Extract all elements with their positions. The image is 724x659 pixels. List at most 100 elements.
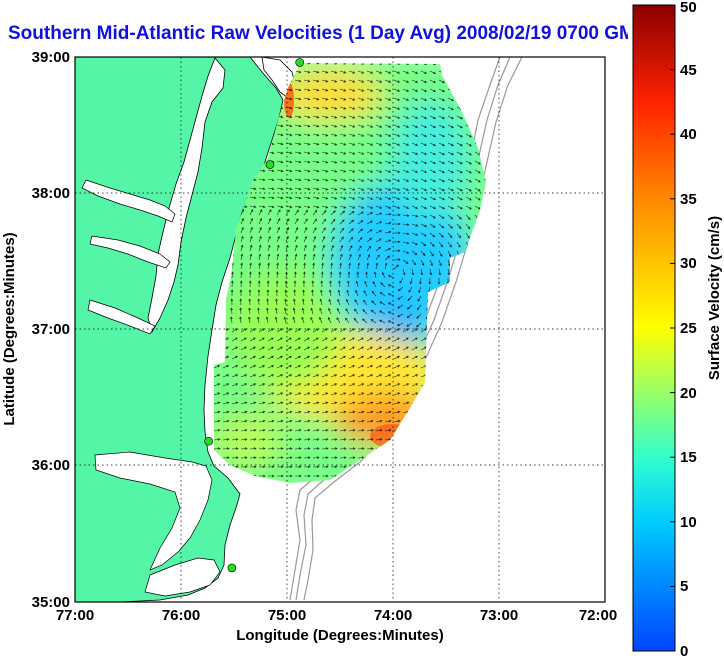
velocity-arrow xyxy=(339,219,345,225)
velocity-arrow xyxy=(366,151,374,155)
velocity-arrow xyxy=(339,429,347,432)
velocity-arrow xyxy=(438,97,445,102)
velocity-arrow xyxy=(321,160,329,164)
velocity-arrow xyxy=(338,271,342,279)
velocity-arrow xyxy=(276,151,284,155)
velocity-arrow xyxy=(384,346,391,351)
velocity-arrow xyxy=(276,392,284,396)
velocity-arrow xyxy=(330,196,338,200)
velocity-arrow xyxy=(370,319,377,324)
velocity-arrow xyxy=(267,429,275,432)
velocity-arrow xyxy=(406,313,413,318)
velocity-arrow xyxy=(346,289,350,297)
velocity-arrow xyxy=(330,187,338,191)
velocity-arrow xyxy=(354,299,359,306)
velocity-arrow xyxy=(409,277,413,285)
velocity-arrow xyxy=(276,365,284,369)
velocity-arrow xyxy=(393,205,401,209)
velocity-arrow xyxy=(312,253,316,261)
velocity-arrow xyxy=(222,401,230,405)
velocity-arrow xyxy=(357,337,364,342)
velocity-arrow xyxy=(294,447,302,450)
velocity-arrow xyxy=(303,355,310,360)
velocity-arrow xyxy=(301,316,305,324)
pamlico-sound xyxy=(144,557,221,597)
velocity-arrow xyxy=(393,365,401,369)
velocity-arrow xyxy=(276,465,284,469)
velocity-arrow xyxy=(321,429,329,432)
velocity-arrow xyxy=(267,438,275,441)
velocity-arrow xyxy=(456,124,463,129)
velocity-arrow xyxy=(303,142,311,146)
velocity-arrow xyxy=(231,456,239,460)
velocity-arrow xyxy=(293,289,297,297)
velocity-arrow xyxy=(240,374,248,378)
velocity-arrow xyxy=(393,133,401,137)
velocity-arrow xyxy=(321,178,329,182)
velocity-arrow xyxy=(240,346,247,351)
velocity-arrow xyxy=(330,142,338,146)
velocity-arrow xyxy=(372,281,377,288)
velocity-arrow xyxy=(417,295,422,302)
velocity-arrow xyxy=(375,160,383,164)
velocity-arrow xyxy=(276,124,284,128)
velocity-arrow xyxy=(303,244,307,252)
velocity-arrow xyxy=(411,142,419,146)
velocity-arrow xyxy=(267,456,275,460)
velocity-arrow xyxy=(375,254,380,261)
velocity-arrow xyxy=(379,319,386,324)
velocity-arrow xyxy=(411,268,415,276)
velocity-arrow xyxy=(357,245,362,252)
velocity-arrow xyxy=(411,196,419,200)
velocity-arrow xyxy=(276,253,280,261)
velocity-arrow xyxy=(231,438,239,441)
velocity-arrow xyxy=(240,419,248,423)
velocity-arrow xyxy=(366,187,374,191)
velocity-arrow xyxy=(339,160,347,164)
velocity-arrow xyxy=(276,355,283,360)
velocity-arrow xyxy=(312,262,315,270)
velocity-arrow xyxy=(366,212,374,216)
velocity-arrow xyxy=(447,232,453,239)
velocity-arrow xyxy=(407,295,413,301)
velocity-arrow xyxy=(402,169,410,173)
velocity-arrow xyxy=(330,227,335,234)
colorbar-label: Surface Velocity (cm/s) xyxy=(706,216,723,380)
velocity-arrow xyxy=(407,304,413,310)
velocity-arrow xyxy=(355,289,359,297)
velocity-arrow xyxy=(362,309,368,315)
velocity-arrow xyxy=(393,196,401,200)
velocity-arrow xyxy=(402,346,409,351)
velocity-arrow xyxy=(258,383,266,387)
velocity-arrow xyxy=(447,205,454,210)
velocity-arrow xyxy=(312,79,320,83)
velocity-arrow xyxy=(336,317,341,324)
velocity-arrow xyxy=(393,178,401,182)
velocity-arrow xyxy=(312,365,320,369)
velocity-arrow xyxy=(267,178,275,182)
velocity-arrow xyxy=(312,465,320,469)
velocity-arrow xyxy=(321,244,325,252)
velocity-arrow xyxy=(330,383,338,387)
velocity-arrow xyxy=(366,401,374,405)
velocity-arrow xyxy=(258,253,262,261)
velocity-arrow xyxy=(312,337,319,342)
velocity-arrow xyxy=(312,355,319,360)
velocity-arrow xyxy=(276,337,283,342)
velocity-arrow xyxy=(465,232,470,239)
velocity-arrow xyxy=(275,298,278,306)
velocity-arrow xyxy=(231,447,239,450)
velocity-arrow xyxy=(429,124,436,128)
velocity-arrow xyxy=(257,307,260,315)
velocity-arrow xyxy=(347,280,350,288)
velocity-arrow xyxy=(303,97,311,101)
velocity-arrow xyxy=(321,142,329,146)
velocity-arrow xyxy=(283,307,287,315)
velocity-arrow xyxy=(294,465,302,469)
velocity-arrow xyxy=(384,205,392,209)
velocity-arrow xyxy=(402,70,410,74)
velocity-arrow xyxy=(375,383,383,387)
velocity-arrow xyxy=(256,316,260,324)
velocity-arrow xyxy=(411,97,419,101)
